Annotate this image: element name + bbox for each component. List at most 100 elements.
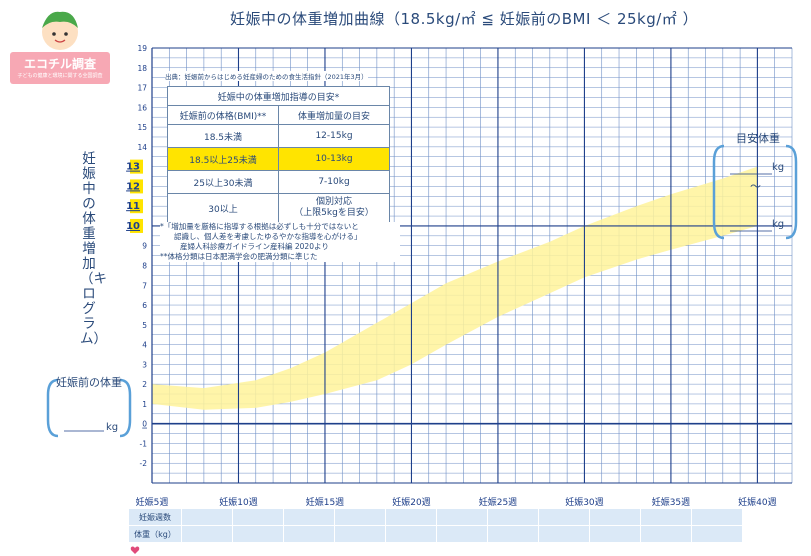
guide-table-cell: 18.5以上25未満 <box>167 147 279 171</box>
y-tick-label: -1 <box>140 439 148 448</box>
guide-table-cell: 18.5未満 <box>167 124 279 148</box>
record-cell[interactable] <box>334 525 386 543</box>
record-row-label: 妊娠週数 <box>128 508 182 526</box>
heart-icon <box>130 546 140 554</box>
x-tick-label: 妊娠40週 <box>738 496 776 508</box>
y-tick-label: 18 <box>137 64 147 73</box>
recommended-gain-band <box>152 166 758 410</box>
y-tick-highlight <box>130 179 143 194</box>
y-tick-label: 19 <box>137 44 147 53</box>
y-tick-label: 2 <box>142 380 147 389</box>
notes: *「増加量を厳格に指導する根拠は必ずしも十分ではないと 認識し、個人差を考慮した… <box>160 222 400 262</box>
y-tick-label: 1 <box>142 400 147 409</box>
target-weight-lower-unit: kg <box>772 219 785 230</box>
x-tick-labels: 妊娠5週 妊娠10週 妊娠15週 妊娠20週 妊娠25週 妊娠30週 妊娠35週 妊娠40週 <box>136 496 777 508</box>
pre-pregnancy-weight-box: 妊娠前の体重 kg <box>50 376 128 438</box>
record-cell[interactable] <box>232 508 284 526</box>
guide-table-caption: 妊娠中の体重増加指導の目安* <box>167 86 390 106</box>
y-tick-highlight <box>130 218 143 233</box>
note-line: 認識し、個人差を考慮したゆるやかな指導を心がける」 <box>174 232 362 241</box>
logo-text: エコチル調査 <box>23 57 96 71</box>
record-cell[interactable] <box>436 508 488 526</box>
target-weight-upper-unit: kg <box>772 162 785 173</box>
guide-table: 妊娠中の体重増加指導の目安* 妊娠前の体格(BMI)** 体重増加量の目安 18… <box>167 86 390 223</box>
note-line: **体格分類は日本肥満学会の肥満分類に準じた <box>160 252 318 261</box>
y-tick-highlight <box>130 199 143 214</box>
y-tick-label: 7 <box>142 281 147 290</box>
y-tick-label: 12 <box>126 181 140 192</box>
y-axis-label: 妊娠中の体重増加（キログラム） <box>80 151 107 347</box>
left-bracket <box>46 378 59 438</box>
weekly-record-table: 妊娠週数 体重（kg） <box>128 508 743 543</box>
y-tick-label: 9 <box>142 242 147 251</box>
note-line: *「増加量を厳格に指導する根拠は必ずしも十分ではないと <box>160 222 359 231</box>
y-tick-label: -2 <box>140 459 148 468</box>
record-cell[interactable] <box>487 508 539 526</box>
y-tick-label: 8 <box>142 262 147 271</box>
y-tick-label: 13 <box>126 162 140 173</box>
y-tick-highlight <box>130 159 143 174</box>
record-cell[interactable] <box>334 508 386 526</box>
target-right-bracket <box>785 144 798 240</box>
record-cell[interactable] <box>181 525 233 543</box>
y-tick-label: 4 <box>142 341 147 350</box>
target-left-bracket <box>712 144 725 240</box>
x-tick-label: 妊娠15週 <box>306 496 344 508</box>
x-tick-label: 妊娠5週 <box>136 496 169 508</box>
logo-graphic <box>10 11 110 84</box>
brackets <box>46 144 798 438</box>
guide-table-header: 体重増加量の目安 <box>278 105 390 125</box>
record-cell[interactable] <box>538 508 590 526</box>
pre-weight-unit: kg <box>106 422 119 433</box>
note-line: 産婦人科診療ガイドライン産科編 2020より <box>180 242 329 251</box>
target-weight-box: 目安体重 kg ～ kg <box>716 130 800 238</box>
record-cell[interactable] <box>385 525 437 543</box>
x-tick-label: 妊娠25週 <box>479 496 517 508</box>
y-tick-label: 14 <box>137 143 147 152</box>
y-tick-label: 11 <box>126 201 140 212</box>
record-cell[interactable] <box>589 525 641 543</box>
record-cell[interactable] <box>640 508 692 526</box>
target-weight-label: 目安体重 <box>736 132 780 145</box>
y-tick-label: 15 <box>137 123 147 132</box>
record-cell[interactable] <box>283 508 335 526</box>
y-tick-label: 0 <box>142 420 147 429</box>
guide-table-cell: 25以上30未満 <box>167 170 279 194</box>
major-grid <box>151 47 792 484</box>
record-cell[interactable] <box>181 508 233 526</box>
y-tick-label: 5 <box>142 321 147 330</box>
guide-table-cell: 12-15kg <box>278 124 390 148</box>
logo-subtext: 子どもの健康と環境に関する全国調査 <box>17 73 103 79</box>
record-row-label: 体重（kg） <box>128 525 182 543</box>
record-cell[interactable] <box>640 525 692 543</box>
guide-table-cell: 個別対応 （上限5kgを目安） <box>278 193 390 223</box>
gain-band-area <box>152 166 758 410</box>
x-tick-label: 妊娠30週 <box>565 496 603 508</box>
guide-table-cell: 10-13kg <box>278 147 390 171</box>
guide-table-cell: 7-10kg <box>278 170 390 194</box>
y-tick-label: 17 <box>137 84 147 93</box>
record-cell[interactable] <box>385 508 437 526</box>
record-cell[interactable] <box>691 525 743 543</box>
y-tick-label: 16 <box>137 103 147 112</box>
record-cell[interactable] <box>487 525 539 543</box>
x-tick-label: 妊娠35週 <box>652 496 690 508</box>
record-cell[interactable] <box>538 525 590 543</box>
record-cell[interactable] <box>691 508 743 526</box>
record-cell[interactable] <box>283 525 335 543</box>
y-tick-label: 6 <box>142 301 147 310</box>
record-cell[interactable] <box>436 525 488 543</box>
target-weight-tilde: ～ <box>750 180 761 193</box>
right-bracket <box>119 378 132 438</box>
y-tick-label: 3 <box>142 360 147 369</box>
source-note: 出典：妊娠前からはじめる妊産婦のための食生活指針（2021年3月） <box>165 71 368 81</box>
x-tick-label: 妊娠20週 <box>392 496 430 508</box>
record-cell[interactable] <box>232 525 284 543</box>
record-cell[interactable] <box>589 508 641 526</box>
guide-table-cell: 30以上 <box>167 193 279 223</box>
chart-title: 妊娠中の体重増加曲線（18.5kg/㎡ ≦ 妊娠前のBMI ＜ 25kg/㎡ ） <box>230 10 699 28</box>
guide-table-header: 妊娠前の体格(BMI)** <box>167 105 279 125</box>
y-tick-label: 10 <box>126 221 140 232</box>
